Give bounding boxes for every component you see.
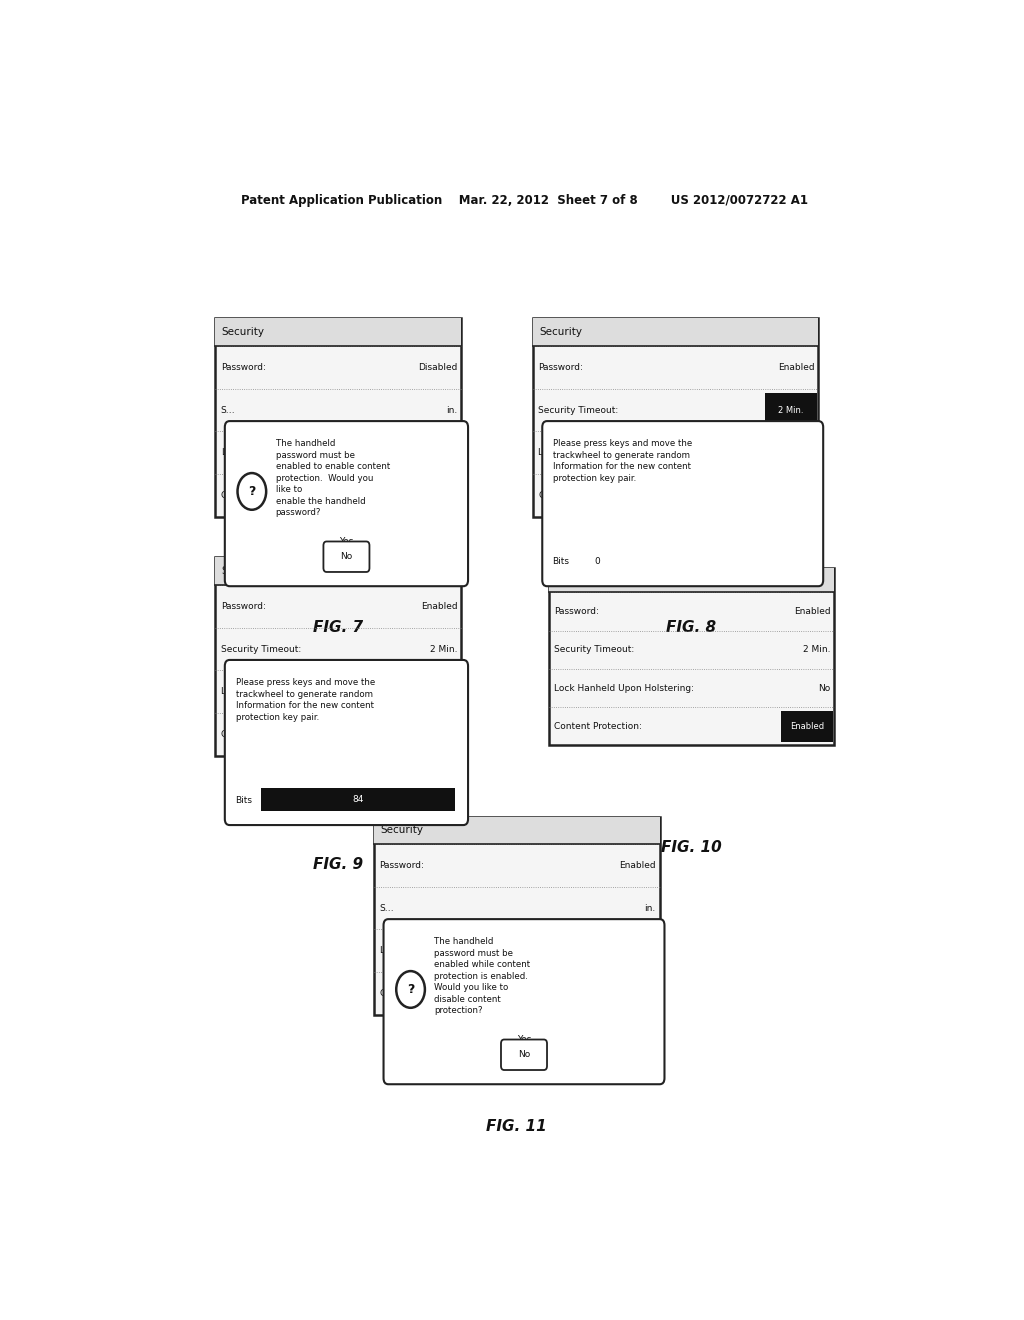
Text: L…: L… (380, 946, 393, 956)
Text: Yes: Yes (339, 537, 353, 546)
Text: Security: Security (380, 825, 423, 836)
Text: Password:: Password: (221, 602, 265, 611)
Text: C…: C… (221, 730, 236, 739)
FancyBboxPatch shape (324, 541, 370, 572)
Text: Please press keys and move the
trackwheel to generate random
Information for the: Please press keys and move the trackwhee… (553, 440, 692, 483)
Text: Lock Hanheld Upon Holstering:: Lock Hanheld Upon Holstering: (554, 684, 694, 693)
FancyBboxPatch shape (215, 557, 462, 755)
Text: Disabled: Disabled (418, 363, 458, 372)
FancyBboxPatch shape (543, 421, 823, 586)
Text: C…: C… (380, 989, 394, 998)
Text: Security: Security (221, 566, 264, 577)
Text: Password:: Password: (539, 363, 583, 372)
FancyBboxPatch shape (532, 318, 818, 516)
Text: 2 Min.: 2 Min. (803, 645, 830, 655)
Text: Security: Security (555, 576, 598, 585)
FancyBboxPatch shape (549, 568, 835, 746)
Text: in.: in. (446, 405, 458, 414)
Text: Patent Application Publication    Mar. 22, 2012  Sheet 7 of 8        US 2012/007: Patent Application Publication Mar. 22, … (242, 194, 808, 207)
Text: ?: ? (248, 484, 256, 498)
Bar (374, 817, 659, 845)
Text: No: No (518, 1051, 530, 1059)
Text: ed: ed (644, 989, 655, 998)
Bar (215, 318, 462, 346)
FancyBboxPatch shape (374, 817, 659, 1015)
Text: Please press keys and move the
trackwheel to generate random
Information for the: Please press keys and move the trackwhee… (236, 678, 375, 722)
Text: Bits: Bits (553, 557, 569, 566)
Text: Security: Security (221, 327, 264, 338)
Text: 84: 84 (352, 795, 364, 804)
Text: Security Timeout:: Security Timeout: (554, 645, 635, 655)
Text: Content Protection:: Content Protection: (554, 722, 642, 731)
Text: No: No (643, 946, 655, 956)
FancyBboxPatch shape (215, 318, 462, 516)
FancyBboxPatch shape (225, 421, 468, 586)
Text: No: No (802, 449, 814, 457)
Bar (409, 478, 460, 512)
Text: ed: ed (429, 491, 439, 500)
Text: FIG. 10: FIG. 10 (662, 840, 722, 855)
Text: Lock Hanheld Upon Holstering:: Lock Hanheld Upon Holstering: (539, 449, 678, 457)
Bar (261, 788, 456, 810)
Text: ed: ed (803, 491, 814, 500)
FancyBboxPatch shape (225, 660, 468, 825)
Text: in.: in. (644, 904, 655, 912)
Text: Co…: Co… (539, 491, 559, 500)
Text: S…: S… (221, 405, 236, 414)
Bar (215, 557, 462, 585)
Text: FIG. 11: FIG. 11 (486, 1118, 547, 1134)
FancyBboxPatch shape (384, 919, 665, 1084)
Text: 0: 0 (595, 557, 600, 566)
Text: No: No (818, 684, 830, 693)
Bar (765, 393, 817, 428)
Text: Enabled: Enabled (778, 363, 814, 372)
Text: Yes: Yes (517, 1035, 531, 1044)
Circle shape (396, 972, 425, 1007)
Text: No: No (445, 449, 458, 457)
Circle shape (238, 473, 266, 510)
Text: No: No (445, 688, 458, 696)
Text: Lock Hanheld Upon Holstering:: Lock Hanheld Upon Holstering: (221, 688, 360, 696)
Text: The handheld
password must be
enabled to enable content
protection.  Would you
l: The handheld password must be enabled to… (275, 440, 390, 517)
Bar (781, 711, 833, 742)
Text: FIG. 8: FIG. 8 (667, 620, 717, 635)
Bar (549, 568, 835, 593)
Text: Password:: Password: (221, 363, 265, 372)
Text: Password:: Password: (380, 861, 424, 870)
Text: No: No (340, 552, 352, 561)
Text: C…: C… (221, 491, 236, 500)
Text: Security Timeout:: Security Timeout: (221, 644, 301, 653)
Text: S…: S… (380, 904, 394, 912)
Text: ?: ? (407, 983, 415, 997)
Text: Security Timeout:: Security Timeout: (539, 405, 618, 414)
Text: Bits: Bits (236, 796, 252, 805)
Text: Enabled: Enabled (790, 722, 824, 731)
Text: 2 Min.: 2 Min. (778, 405, 804, 414)
FancyBboxPatch shape (501, 1040, 547, 1071)
Text: Security: Security (539, 327, 582, 338)
Text: FIG. 9: FIG. 9 (313, 857, 364, 873)
Text: ed: ed (446, 730, 458, 739)
Bar (532, 318, 818, 346)
Text: FIG. 7: FIG. 7 (313, 620, 364, 635)
Text: 2 Min.: 2 Min. (430, 644, 458, 653)
Text: The handheld
password must be
enabled while content
protection is enabled.
Would: The handheld password must be enabled wh… (434, 937, 530, 1015)
Text: Password:: Password: (554, 607, 599, 616)
Text: Enabled: Enabled (794, 607, 830, 616)
Text: L…: L… (221, 449, 234, 457)
Text: Enabled: Enabled (620, 861, 655, 870)
Text: Enabled: Enabled (421, 602, 458, 611)
